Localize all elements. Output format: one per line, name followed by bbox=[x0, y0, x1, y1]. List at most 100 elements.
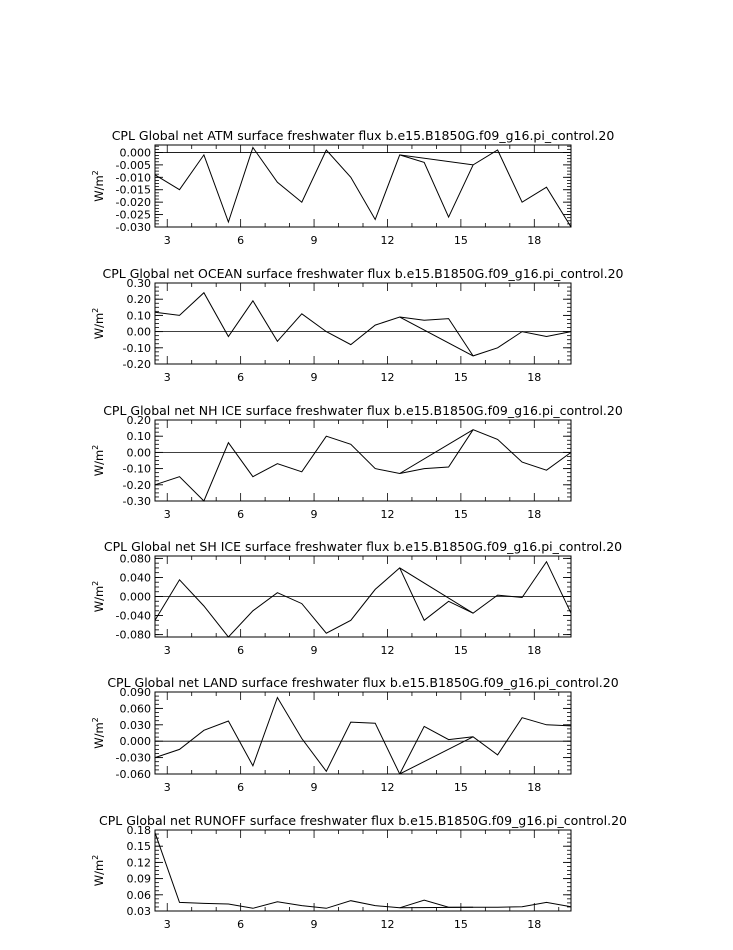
x-tick-label: 15 bbox=[454, 644, 468, 657]
y-tick-label: -0.080 bbox=[116, 629, 151, 642]
y-axis-label: W/m2 bbox=[91, 855, 106, 887]
panel-title: CPL Global net LAND surface freshwater f… bbox=[107, 675, 618, 690]
plot-frame bbox=[154, 419, 572, 502]
x-tick-label: 12 bbox=[380, 644, 394, 657]
x-tick-label: 9 bbox=[311, 234, 318, 247]
x-tick-label: 15 bbox=[454, 234, 468, 247]
y-tick-label: 0.000 bbox=[120, 591, 152, 604]
y-tick-label: -0.010 bbox=[116, 171, 151, 184]
y-axis-label: W/m2 bbox=[91, 717, 106, 749]
panel-6: CPL Global net RUNOFF surface freshwater… bbox=[91, 813, 627, 931]
y-tick-label: 0.03 bbox=[127, 905, 152, 918]
x-tick-label: 12 bbox=[380, 508, 394, 521]
x-tick-label: 6 bbox=[237, 781, 244, 794]
x-tick-label: 12 bbox=[380, 781, 394, 794]
y-tick-label: 0.06 bbox=[127, 889, 152, 902]
x-tick-label: 18 bbox=[527, 644, 541, 657]
y-tick-label: -0.020 bbox=[116, 196, 151, 209]
x-tick-label: 3 bbox=[164, 644, 171, 657]
x-tick-label: 15 bbox=[454, 918, 468, 931]
y-tick-label: -0.030 bbox=[116, 221, 151, 234]
x-tick-label: 12 bbox=[380, 918, 394, 931]
plot-frame bbox=[154, 829, 572, 912]
y-tick-label: -0.030 bbox=[116, 752, 151, 765]
series-line-2 bbox=[399, 725, 474, 775]
x-tick-label: 15 bbox=[454, 781, 468, 794]
x-tick-label: 9 bbox=[311, 508, 318, 521]
x-tick-label: 3 bbox=[164, 781, 171, 794]
series-line-2 bbox=[399, 154, 474, 219]
panel-4: CPL Global net SH ICE surface freshwater… bbox=[91, 539, 622, 657]
y-tick-label: 0.09 bbox=[127, 873, 152, 886]
panel-2: CPL Global net OCEAN surface freshwater … bbox=[91, 266, 624, 384]
y-tick-label: 0.060 bbox=[120, 702, 152, 715]
panel-title: CPL Global net ATM surface freshwater fl… bbox=[112, 128, 615, 143]
series-line-1 bbox=[154, 291, 572, 357]
x-tick-label: 12 bbox=[380, 234, 394, 247]
y-tick-label: 0.000 bbox=[120, 146, 152, 159]
x-tick-label: 18 bbox=[527, 234, 541, 247]
panel-5: CPL Global net LAND surface freshwater f… bbox=[91, 675, 619, 794]
x-tick-label: 6 bbox=[237, 644, 244, 657]
x-tick-label: 18 bbox=[527, 918, 541, 931]
x-tick-label: 9 bbox=[311, 781, 318, 794]
y-tick-label: 0.030 bbox=[120, 719, 152, 732]
y-tick-label: 0.080 bbox=[120, 552, 152, 565]
x-tick-label: 6 bbox=[237, 371, 244, 384]
y-tick-label: -0.005 bbox=[116, 159, 151, 172]
y-axis-label: W/m2 bbox=[91, 170, 106, 202]
x-tick-label: 6 bbox=[237, 918, 244, 931]
y-axis-label: W/m2 bbox=[91, 581, 106, 613]
x-tick-label: 3 bbox=[164, 508, 171, 521]
series-line-1 bbox=[154, 696, 572, 775]
x-tick-label: 9 bbox=[311, 918, 318, 931]
y-axis-label: W/m2 bbox=[91, 445, 106, 477]
y-tick-label: 0.10 bbox=[127, 430, 152, 443]
y-tick-label: -0.10 bbox=[123, 463, 151, 476]
y-tick-label: -0.20 bbox=[123, 358, 151, 371]
panel-title: CPL Global net NH ICE surface freshwater… bbox=[103, 403, 623, 418]
y-tick-label: -0.20 bbox=[123, 479, 151, 492]
x-tick-label: 18 bbox=[527, 371, 541, 384]
x-tick-label: 3 bbox=[164, 918, 171, 931]
y-tick-label: 0.040 bbox=[120, 571, 152, 584]
x-tick-label: 6 bbox=[237, 234, 244, 247]
x-tick-label: 3 bbox=[164, 371, 171, 384]
y-tick-label: 0.00 bbox=[127, 446, 152, 459]
plot-frame bbox=[154, 691, 572, 775]
y-tick-label: 0.18 bbox=[127, 824, 152, 837]
x-tick-label: 3 bbox=[164, 234, 171, 247]
y-tick-label: 0.15 bbox=[127, 840, 152, 853]
series-line-2 bbox=[399, 316, 474, 357]
series-line-1 bbox=[154, 560, 572, 638]
series-line-1 bbox=[154, 429, 572, 502]
series-line-1 bbox=[154, 832, 572, 909]
panel-1: CPL Global net ATM surface freshwater fl… bbox=[91, 128, 614, 247]
y-tick-label: -0.30 bbox=[123, 495, 151, 508]
y-tick-label: 0.30 bbox=[127, 277, 152, 290]
y-tick-label: 0.000 bbox=[120, 735, 152, 748]
panel-3: CPL Global net NH ICE surface freshwater… bbox=[91, 403, 623, 521]
y-tick-label: -0.040 bbox=[116, 610, 151, 623]
series-line-1 bbox=[154, 146, 572, 228]
plot-frame bbox=[154, 144, 572, 228]
x-tick-label: 18 bbox=[527, 508, 541, 521]
panel-title: CPL Global net RUNOFF surface freshwater… bbox=[99, 813, 627, 828]
x-tick-label: 9 bbox=[311, 371, 318, 384]
y-tick-label: 0.12 bbox=[127, 856, 152, 869]
x-tick-label: 15 bbox=[454, 508, 468, 521]
series-line-2 bbox=[399, 429, 474, 474]
x-tick-label: 12 bbox=[380, 371, 394, 384]
y-tick-label: -0.015 bbox=[116, 184, 151, 197]
y-tick-label: 0.10 bbox=[127, 309, 152, 322]
y-tick-label: 0.20 bbox=[127, 293, 152, 306]
y-tick-label: -0.025 bbox=[116, 209, 151, 222]
panel-title: CPL Global net SH ICE surface freshwater… bbox=[104, 539, 622, 554]
plot-frame bbox=[154, 555, 572, 638]
panel-title: CPL Global net OCEAN surface freshwater … bbox=[103, 266, 624, 281]
y-tick-label: 0.090 bbox=[120, 686, 152, 699]
y-tick-label: 0.00 bbox=[127, 326, 152, 339]
y-tick-label: 0.20 bbox=[127, 414, 152, 427]
y-axis-label: W/m2 bbox=[91, 308, 106, 340]
